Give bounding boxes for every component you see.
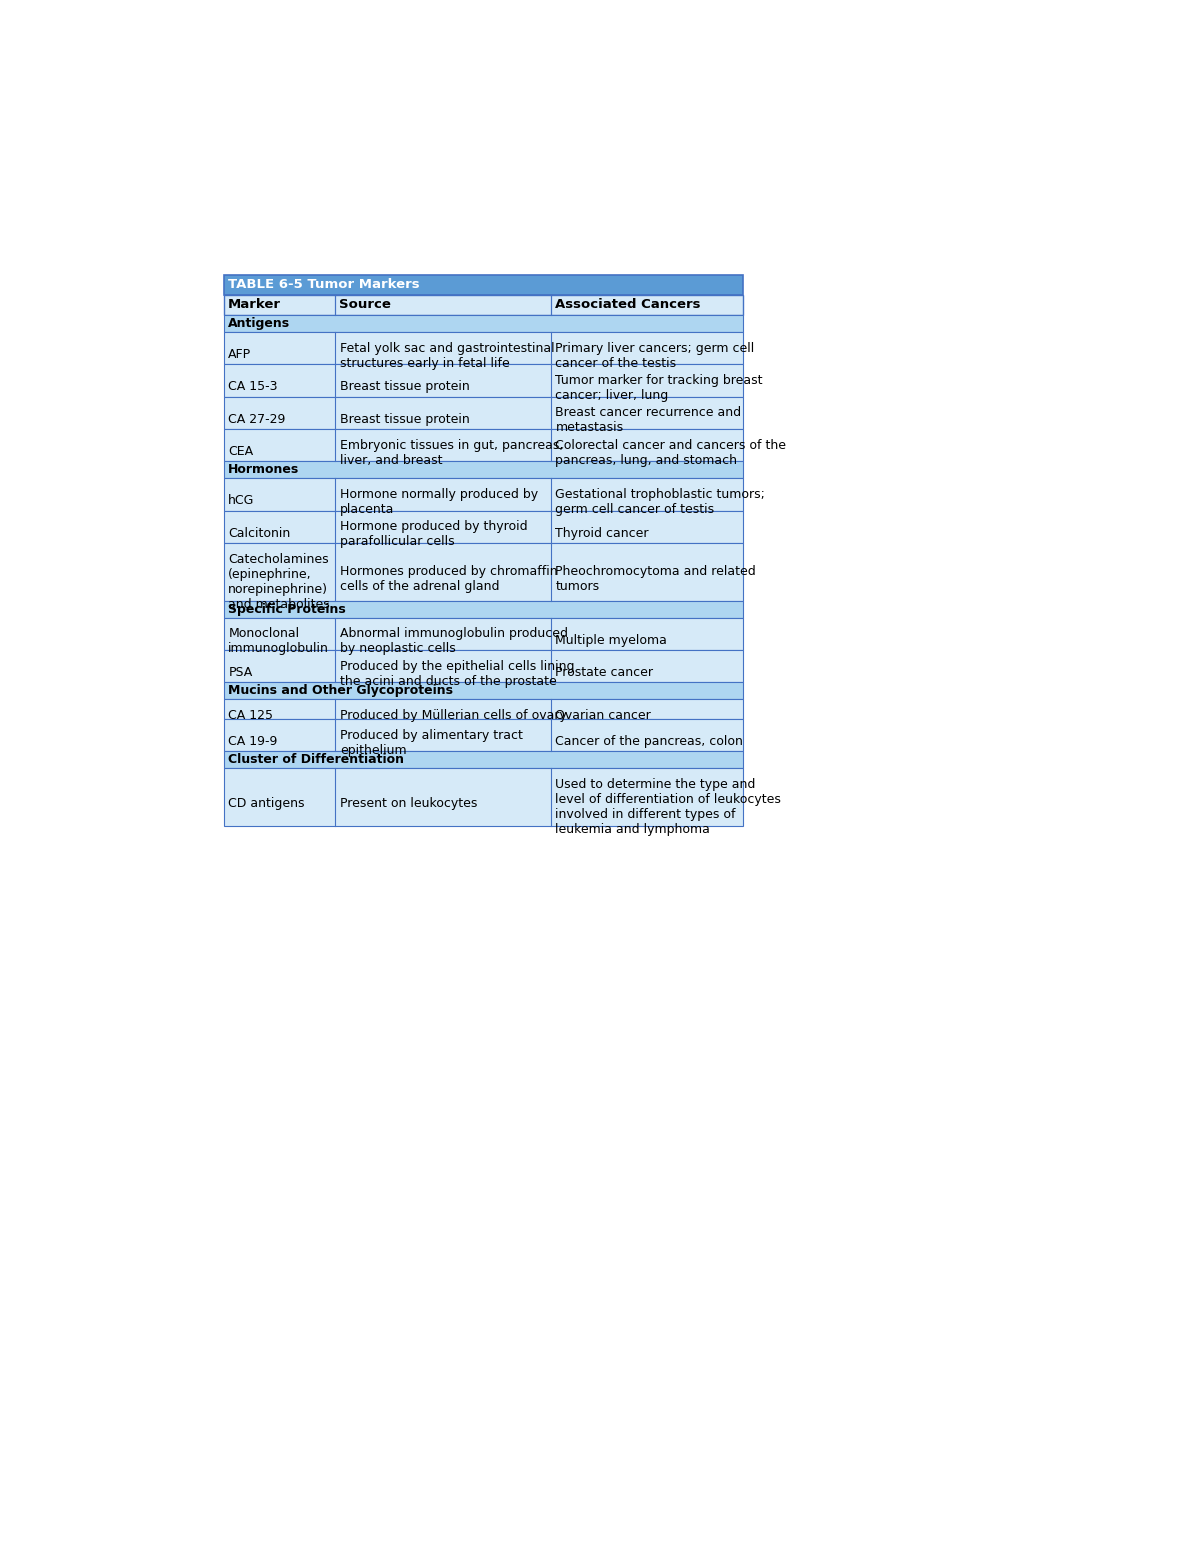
Bar bbox=[223, 719, 743, 752]
Text: Mucins and Other Glycoproteins: Mucins and Other Glycoproteins bbox=[228, 685, 454, 697]
Bar bbox=[223, 478, 743, 511]
Text: AFP: AFP bbox=[228, 348, 252, 360]
Bar bbox=[223, 461, 743, 478]
Text: Hormone produced by thyroid
parafollicular cells: Hormone produced by thyroid parafollicul… bbox=[340, 520, 528, 548]
Text: CEA: CEA bbox=[228, 446, 253, 458]
Text: CD antigens: CD antigens bbox=[228, 797, 305, 811]
Text: Cancer of the pancreas, colon: Cancer of the pancreas, colon bbox=[556, 735, 743, 749]
Bar bbox=[223, 699, 743, 719]
Bar bbox=[223, 649, 743, 682]
Bar bbox=[223, 601, 743, 618]
Text: Produced by Müllerian cells of ovary: Produced by Müllerian cells of ovary bbox=[340, 710, 566, 722]
Text: Colorectal cancer and cancers of the
pancreas, lung, and stomach: Colorectal cancer and cancers of the pan… bbox=[556, 439, 786, 467]
Text: Ovarian cancer: Ovarian cancer bbox=[556, 710, 652, 722]
Bar bbox=[223, 429, 743, 461]
Text: Breast cancer recurrence and
metastasis: Breast cancer recurrence and metastasis bbox=[556, 407, 742, 435]
Text: Catecholamines
(epinephrine,
norepinephrine)
and metabolites: Catecholamines (epinephrine, norepinephr… bbox=[228, 553, 330, 610]
Bar bbox=[223, 682, 743, 699]
Text: Hormones produced by chromaffin
cells of the adrenal gland: Hormones produced by chromaffin cells of… bbox=[340, 565, 558, 593]
Text: Multiple myeloma: Multiple myeloma bbox=[556, 634, 667, 646]
Text: Hormones: Hormones bbox=[228, 463, 300, 477]
Text: Associated Cancers: Associated Cancers bbox=[554, 298, 700, 312]
Text: Breast tissue protein: Breast tissue protein bbox=[340, 413, 469, 426]
Text: CA 19-9: CA 19-9 bbox=[228, 735, 277, 749]
Text: Marker: Marker bbox=[228, 298, 281, 312]
Text: Abnormal immunoglobulin produced
by neoplastic cells: Abnormal immunoglobulin produced by neop… bbox=[340, 627, 568, 655]
Text: Antigens: Antigens bbox=[228, 317, 290, 329]
Bar bbox=[223, 295, 743, 315]
Text: Embryonic tissues in gut, pancreas,
liver, and breast: Embryonic tissues in gut, pancreas, live… bbox=[340, 439, 563, 467]
Text: Thyroid cancer: Thyroid cancer bbox=[556, 526, 649, 540]
Text: Present on leukocytes: Present on leukocytes bbox=[340, 797, 478, 811]
Text: CA 27-29: CA 27-29 bbox=[228, 413, 286, 426]
Bar bbox=[223, 332, 743, 365]
Text: Breast tissue protein: Breast tissue protein bbox=[340, 380, 469, 393]
Text: Cluster of Differentiation: Cluster of Differentiation bbox=[228, 753, 404, 766]
Text: CA 15-3: CA 15-3 bbox=[228, 380, 277, 393]
Bar bbox=[223, 396, 743, 429]
Text: Fetal yolk sac and gastrointestinal
structures early in fetal life: Fetal yolk sac and gastrointestinal stru… bbox=[340, 342, 554, 370]
Text: Produced by alimentary tract
epithelium: Produced by alimentary tract epithelium bbox=[340, 728, 523, 756]
Text: Primary liver cancers; germ cell
cancer of the testis: Primary liver cancers; germ cell cancer … bbox=[556, 342, 755, 370]
Text: Monoclonal
immunoglobulin: Monoclonal immunoglobulin bbox=[228, 627, 329, 655]
Text: Specific Proteins: Specific Proteins bbox=[228, 603, 346, 615]
Text: PSA: PSA bbox=[228, 666, 252, 679]
Bar bbox=[223, 365, 743, 396]
Bar bbox=[223, 275, 743, 295]
Text: Calcitonin: Calcitonin bbox=[228, 526, 290, 540]
Bar bbox=[223, 544, 743, 601]
Text: Tumor marker for tracking breast
cancer; liver, lung: Tumor marker for tracking breast cancer;… bbox=[556, 374, 763, 402]
Bar bbox=[223, 511, 743, 544]
Bar bbox=[223, 618, 743, 649]
Text: Pheochromocytoma and related
tumors: Pheochromocytoma and related tumors bbox=[556, 565, 756, 593]
Text: hCG: hCG bbox=[228, 494, 254, 508]
Text: Gestational trophoblastic tumors;
germ cell cancer of testis: Gestational trophoblastic tumors; germ c… bbox=[556, 488, 766, 516]
Bar bbox=[223, 769, 743, 826]
Bar bbox=[223, 752, 743, 769]
Text: TABLE 6-5 Tumor Markers: TABLE 6-5 Tumor Markers bbox=[228, 278, 420, 292]
Text: Used to determine the type and
level of differentiation of leukocytes
involved i: Used to determine the type and level of … bbox=[556, 778, 781, 836]
Text: Hormone normally produced by
placenta: Hormone normally produced by placenta bbox=[340, 488, 538, 516]
Text: Prostate cancer: Prostate cancer bbox=[556, 666, 654, 679]
Bar bbox=[223, 315, 743, 332]
Text: Source: Source bbox=[340, 298, 391, 312]
Text: CA 125: CA 125 bbox=[228, 710, 274, 722]
Text: Produced by the epithelial cells lining
the acini and ducts of the prostate: Produced by the epithelial cells lining … bbox=[340, 660, 575, 688]
